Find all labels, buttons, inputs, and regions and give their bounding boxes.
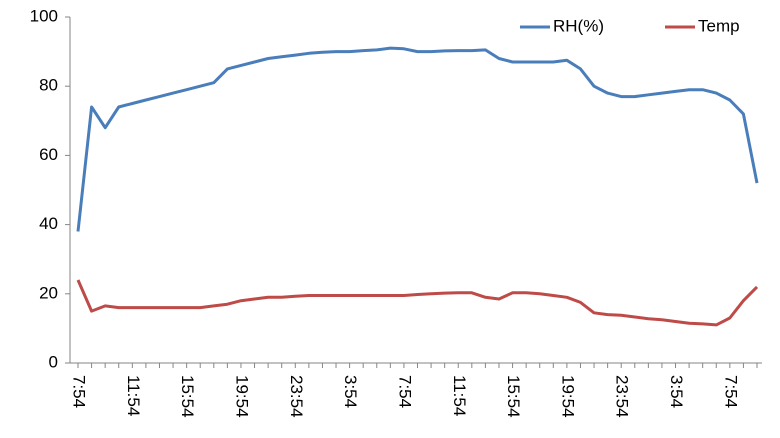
x-tick-label: 23:54 bbox=[287, 375, 306, 418]
x-tick-label: 23:54 bbox=[613, 375, 632, 418]
y-tick-label: 100 bbox=[30, 6, 58, 25]
y-tick-label: 20 bbox=[39, 283, 58, 302]
y-tick-label: 60 bbox=[39, 145, 58, 164]
x-tick-label: 7:54 bbox=[721, 375, 740, 408]
x-tick-label: 15:54 bbox=[178, 375, 197, 418]
y-tick-label: 0 bbox=[49, 352, 58, 371]
x-tick-label: 11:54 bbox=[450, 375, 469, 416]
x-tick-label: 19:54 bbox=[558, 375, 577, 418]
x-tick-label: 7:54 bbox=[395, 375, 414, 408]
x-tick-label: 15:54 bbox=[504, 375, 523, 418]
x-tick-label: 3:54 bbox=[667, 375, 686, 408]
x-tick-label: 11:54 bbox=[124, 375, 143, 416]
legend-label: RH(%) bbox=[553, 16, 604, 35]
legend-label: Temp bbox=[698, 16, 740, 35]
line-series bbox=[76, 279, 759, 327]
x-tick-label: 19:54 bbox=[232, 375, 251, 418]
x-tick-label: 3:54 bbox=[341, 375, 360, 408]
x-tick-label: 7:54 bbox=[70, 375, 89, 408]
y-tick-label: 40 bbox=[39, 214, 58, 233]
line-series bbox=[76, 46, 759, 232]
y-tick-label: 80 bbox=[39, 76, 58, 95]
